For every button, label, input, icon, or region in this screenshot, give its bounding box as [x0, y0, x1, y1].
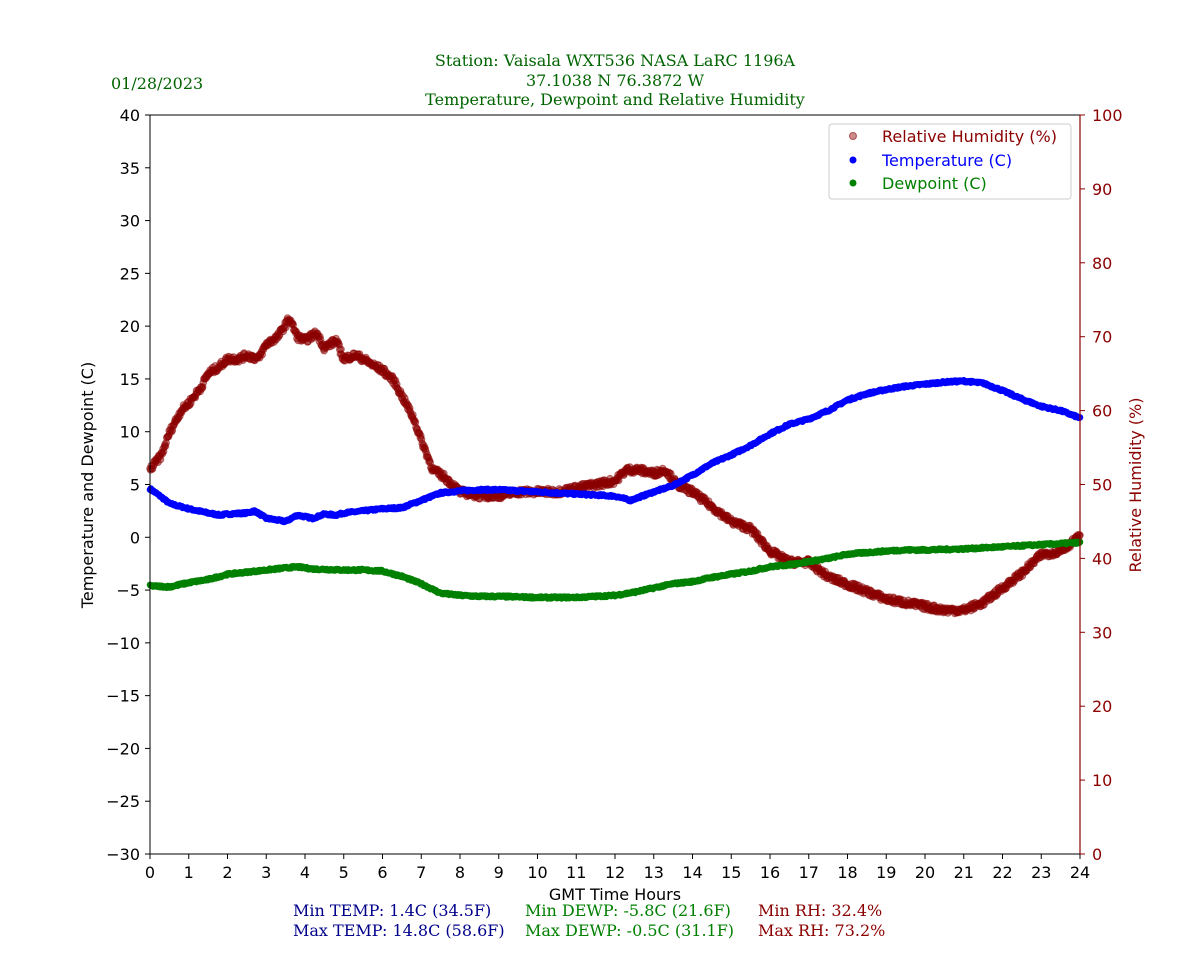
x-tick-label: 22: [992, 863, 1012, 882]
y-left-tick-label: 25: [120, 264, 140, 283]
y-left-tick-label: −15: [106, 687, 140, 706]
humidity-stats: Min RH: 32.4% Max RH: 73.2%: [758, 901, 885, 941]
y-left-tick-label: 10: [120, 423, 140, 442]
y-axis-left-label: Temperature and Dewpoint (C): [78, 362, 97, 609]
y-left-tick-label: 40: [120, 106, 140, 125]
x-tick-label: 19: [876, 863, 896, 882]
chart-title-coordinates: 37.1038 N 76.3872 W: [526, 71, 705, 90]
legend-marker-dewpoint: [849, 179, 857, 187]
x-tick-label: 21: [954, 863, 974, 882]
y-right-tick-label: 50: [1092, 476, 1112, 495]
y-right-tick-label: 90: [1092, 180, 1112, 199]
y-left-tick-label: 35: [120, 159, 140, 178]
y-left-tick-label: 15: [120, 370, 140, 389]
x-tick-label: 12: [605, 863, 625, 882]
y-left-tick-label: 30: [120, 212, 140, 231]
legend-label-temperature: Temperature (C): [881, 151, 1012, 170]
max-dewp-stat: Max DEWP: -0.5C (31.1F): [525, 921, 735, 940]
max-temp-stat: Max TEMP: 14.8C (58.6F): [293, 921, 505, 940]
legend-box: [828, 123, 1072, 200]
dewpoint-stats: Min DEWP: -5.8C (21.6F) Max DEWP: -0.5C …: [525, 901, 734, 941]
y-right-tick-label: 40: [1092, 549, 1112, 568]
y-left-tick-label: −30: [106, 845, 140, 864]
legend: Relative Humidity (%) Temperature (C) De…: [828, 123, 1072, 200]
x-tick-label: 23: [1031, 863, 1051, 882]
y-right-tick-label: 0: [1092, 845, 1102, 864]
y-axis-right-label: Relative Humidity (%): [1126, 398, 1145, 573]
x-tick-label: 4: [300, 863, 310, 882]
x-tick-label: 6: [377, 863, 387, 882]
y-right-tick-label: 60: [1092, 402, 1112, 421]
x-tick-label: 10: [527, 863, 547, 882]
x-tick-label: 2: [222, 863, 232, 882]
x-tick-label: 5: [339, 863, 349, 882]
x-tick-label: 24: [1070, 863, 1090, 882]
legend-label-dewpoint: Dewpoint (C): [882, 174, 987, 193]
y-left-tick-label: −20: [106, 739, 140, 758]
y-left-tick-label: −25: [106, 792, 140, 811]
y-left-tick-label: 0: [130, 528, 140, 547]
x-tick-label: 17: [799, 863, 819, 882]
chart-title-variables: Temperature, Dewpoint and Relative Humid…: [425, 90, 805, 109]
legend-marker-temperature: [849, 156, 857, 164]
max-rh-stat: Max RH: 73.2%: [758, 921, 886, 940]
x-tick-label: 14: [682, 863, 702, 882]
y-right-tick-label: 70: [1092, 328, 1112, 347]
legend-marker-humidity: [849, 132, 857, 140]
y-right-tick-label: 20: [1092, 697, 1112, 716]
x-tick-label: 13: [644, 863, 664, 882]
y-right-tick-label: 80: [1092, 254, 1112, 273]
x-tick-label: 7: [416, 863, 426, 882]
x-tick-label: 18: [837, 863, 857, 882]
y-left-tick-label: −5: [116, 581, 140, 600]
chart-date: 01/28/2023: [111, 74, 203, 93]
x-tick-label: 3: [261, 863, 271, 882]
min-dewp-stat: Min DEWP: -5.8C (21.6F): [525, 901, 731, 920]
temperature-series: [146, 377, 1084, 526]
x-tick-label: 1: [184, 863, 194, 882]
x-tick-label: 8: [455, 863, 465, 882]
min-rh-stat: Min RH: 32.4%: [758, 901, 883, 920]
y-left-tick-label: 20: [120, 317, 140, 336]
humidity-series: [146, 314, 1084, 618]
y-axis-left-ticks: 40 35 30 25 20 15 10 5 0 −5 −10 −15 −20 −25 −30: [106, 106, 150, 864]
x-tick-label: 9: [494, 863, 504, 882]
y-right-tick-label: 10: [1092, 771, 1112, 790]
x-axis-label: GMT Time Hours: [549, 885, 681, 904]
x-axis-ticks: 0 1 2 3 4 5 6 7 8 9 10 11 12 13 14 15 16 17 18 19 20 21 22 23 24: [145, 854, 1090, 882]
y-right-tick-label: 100: [1092, 106, 1123, 125]
x-tick-label: 11: [566, 863, 586, 882]
x-tick-label: 16: [760, 863, 780, 882]
x-tick-label: 20: [915, 863, 935, 882]
y-right-tick-label: 30: [1092, 623, 1112, 642]
x-tick-label: 0: [145, 863, 155, 882]
temperature-stats: Min TEMP: 1.4C (34.5F) Max TEMP: 14.8C (…: [293, 901, 505, 941]
x-tick-label: 15: [721, 863, 741, 882]
y-left-tick-label: 5: [130, 476, 140, 495]
dewpoint-series: [146, 538, 1084, 602]
y-left-tick-label: −10: [106, 634, 140, 653]
min-temp-stat: Min TEMP: 1.4C (34.5F): [293, 901, 492, 920]
legend-label-humidity: Relative Humidity (%): [882, 127, 1057, 146]
chart-title-station: Station: Vaisala WXT536 NASA LaRC 1196A: [435, 51, 796, 70]
